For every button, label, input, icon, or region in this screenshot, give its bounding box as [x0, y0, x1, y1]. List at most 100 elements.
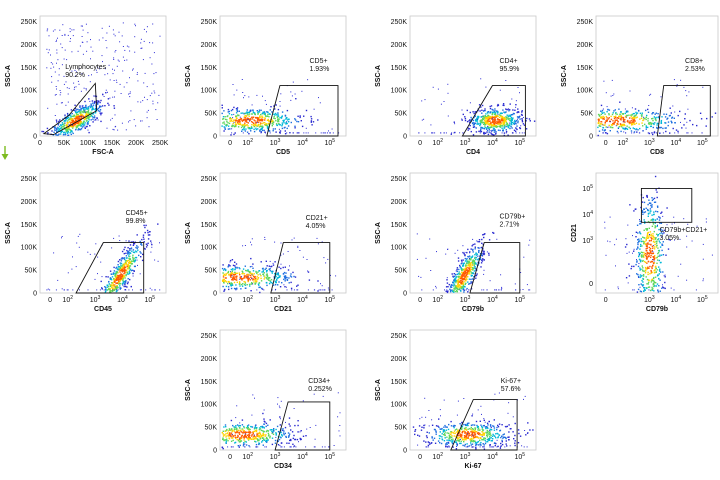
event-dot	[256, 272, 258, 275]
event-dot	[489, 132, 491, 134]
event-dot	[464, 117, 467, 120]
event-dot	[271, 121, 273, 123]
event-dot	[475, 258, 477, 261]
event-dot	[665, 122, 667, 124]
event-dot	[663, 229, 666, 231]
event-dot	[416, 258, 418, 260]
event-dot	[660, 261, 662, 264]
event-dot	[638, 252, 640, 254]
event-dot	[101, 105, 104, 107]
y-tick-label: 100K	[391, 88, 408, 95]
event-dot	[493, 134, 495, 136]
event-dot	[455, 276, 458, 278]
event-dot	[488, 124, 491, 126]
x-axis-label: CD79b	[462, 306, 484, 313]
event-dot	[260, 429, 263, 432]
event-dot	[483, 236, 485, 239]
event-dot	[651, 214, 653, 216]
event-dot	[231, 114, 233, 116]
event-dot	[87, 111, 89, 113]
event-dots	[46, 223, 161, 294]
gate-percent: 4.05%	[306, 223, 326, 230]
event-dot	[242, 119, 244, 121]
event-dot	[47, 132, 49, 134]
event-dot	[271, 429, 273, 431]
event-dot	[266, 276, 268, 278]
event-dot	[667, 248, 670, 250]
gate-cd5[interactable]	[266, 85, 339, 137]
event-dot	[511, 118, 513, 120]
event-dot	[429, 238, 431, 240]
gate-cd45[interactable]	[75, 242, 145, 294]
event-dot	[122, 281, 125, 283]
event-dot	[261, 118, 263, 120]
event-dot	[238, 119, 240, 121]
gate-cd8[interactable]	[656, 85, 711, 137]
event-dot	[635, 231, 638, 233]
event-dot	[123, 257, 125, 259]
event-dot	[241, 270, 243, 272]
event-dot	[65, 104, 67, 106]
event-dot	[652, 241, 655, 243]
event-dot	[472, 251, 474, 253]
y-tick-label: 250K	[21, 19, 38, 26]
gate-lymphocytes[interactable]	[42, 82, 98, 136]
event-dot	[635, 114, 637, 116]
event-dot	[505, 108, 507, 110]
event-dot	[452, 290, 454, 293]
event-dot	[222, 438, 224, 441]
event-dot	[235, 426, 237, 428]
event-dot	[653, 258, 656, 260]
event-dot	[113, 284, 115, 286]
event-dot	[662, 132, 664, 134]
event-dot	[657, 247, 659, 249]
event-dot	[483, 269, 485, 271]
gate-cd79b_cd21[interactable]	[640, 187, 693, 223]
event-dot	[231, 275, 233, 277]
event-dot	[90, 114, 92, 116]
event-dot	[75, 119, 77, 121]
event-dot	[239, 121, 241, 123]
event-dot	[676, 85, 678, 87]
event-dot	[252, 124, 255, 127]
event-dot	[247, 280, 249, 283]
event-dot	[274, 117, 276, 120]
event-dot	[121, 270, 123, 272]
event-dot	[627, 224, 629, 226]
event-dot	[683, 86, 685, 88]
event-dot	[464, 116, 466, 118]
gate-cd79b[interactable]	[469, 242, 521, 294]
event-dot	[127, 281, 129, 283]
event-dot	[128, 259, 130, 262]
event-dot	[514, 119, 516, 122]
event-dot	[75, 266, 77, 268]
event-dot	[125, 271, 128, 273]
event-dot	[143, 247, 145, 250]
event-dot	[624, 115, 627, 118]
event-dot	[470, 262, 473, 264]
event-dot	[247, 270, 249, 272]
event-dot	[511, 98, 513, 100]
event-dot	[610, 126, 612, 129]
event-dot	[132, 275, 134, 277]
event-dot	[631, 118, 633, 120]
gate-cd21[interactable]	[270, 242, 331, 294]
event-dot	[472, 262, 474, 265]
event-dot	[70, 119, 72, 122]
event-dot	[644, 253, 646, 256]
event-dot	[141, 238, 143, 241]
event-dot	[610, 95, 612, 97]
event-dot	[236, 438, 238, 441]
gate-cd4[interactable]	[461, 85, 526, 137]
gate-cd34[interactable]	[274, 401, 331, 451]
event-dot	[231, 118, 233, 120]
event-dot	[272, 121, 274, 123]
event-dot	[637, 273, 639, 276]
event-dot	[259, 273, 261, 275]
event-dot	[65, 125, 68, 127]
event-dot	[458, 281, 460, 283]
event-dot	[471, 122, 474, 124]
x-axis-label: CD8	[650, 149, 664, 156]
event-dot	[64, 49, 66, 51]
event-dot	[244, 265, 246, 267]
